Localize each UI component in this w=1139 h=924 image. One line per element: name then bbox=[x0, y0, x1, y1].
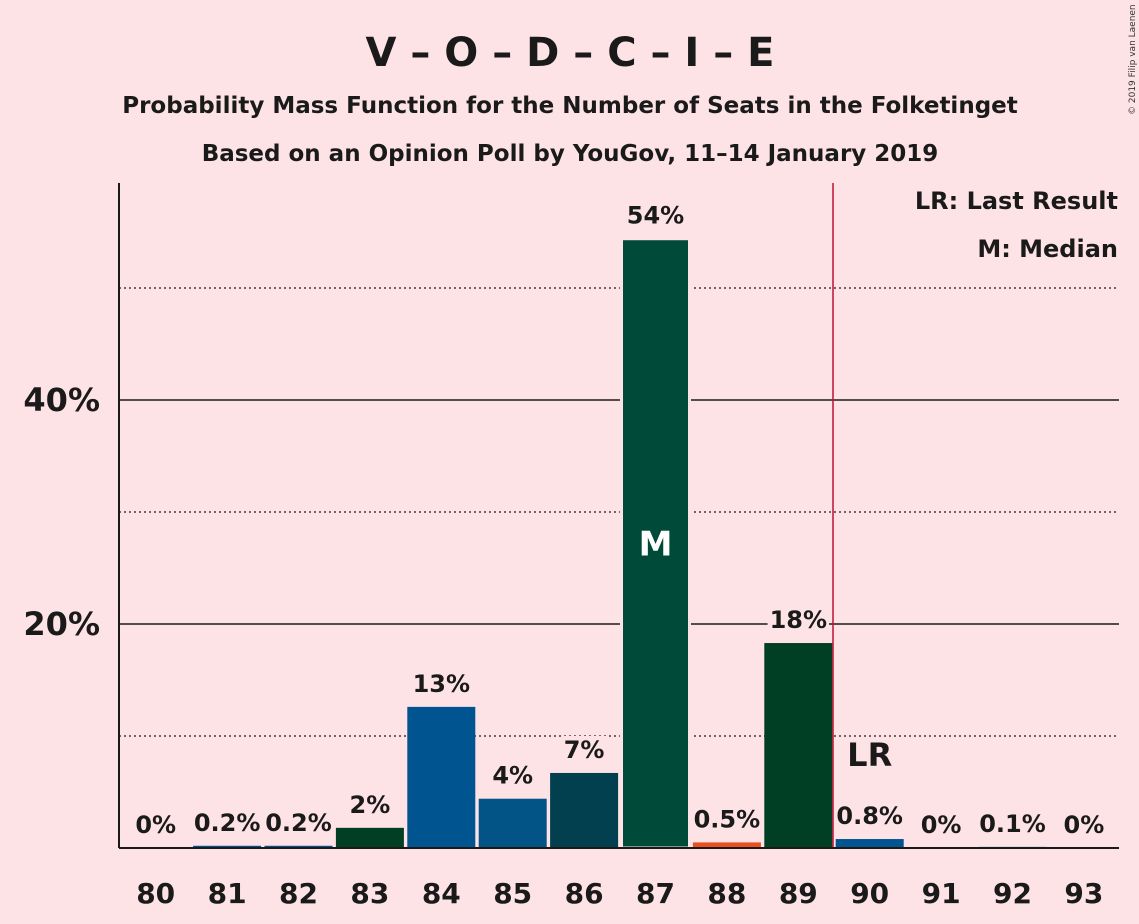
bar bbox=[620, 237, 691, 850]
value-label-bg bbox=[624, 201, 687, 230]
x-tick-label: 87 bbox=[636, 877, 675, 910]
chart-title: V – O – D – C – I – E bbox=[366, 30, 775, 76]
y-tick-label: 40% bbox=[23, 381, 100, 419]
bar bbox=[692, 842, 761, 848]
bar bbox=[478, 798, 547, 848]
value-label-bg bbox=[347, 790, 393, 819]
value-label: 18% bbox=[770, 606, 827, 634]
x-tick-label: 89 bbox=[779, 877, 818, 910]
bars bbox=[193, 237, 1047, 850]
median-marker: M bbox=[639, 524, 673, 564]
value-label: 0.2% bbox=[194, 809, 261, 837]
value-label: 0% bbox=[135, 811, 176, 839]
value-label: 2% bbox=[350, 791, 391, 819]
legend-last-result: LR: Last Result bbox=[915, 187, 1118, 215]
value-label: 0.8% bbox=[836, 802, 903, 830]
bar bbox=[335, 827, 404, 848]
x-tick-label: 88 bbox=[707, 877, 746, 910]
bar bbox=[193, 845, 262, 848]
value-label: 0% bbox=[921, 811, 962, 839]
value-label-bg bbox=[490, 761, 536, 790]
x-tick-label: 85 bbox=[493, 877, 532, 910]
value-label: 0.2% bbox=[265, 809, 332, 837]
bar bbox=[407, 706, 476, 848]
copyright-note: © 2019 Filip van Laenen bbox=[1128, 4, 1138, 115]
x-tick-label: 80 bbox=[136, 877, 175, 910]
y-tick-label: 20% bbox=[23, 605, 100, 643]
x-tick-label: 91 bbox=[922, 877, 961, 910]
value-label: 13% bbox=[413, 670, 470, 698]
last-result-marker: LR bbox=[847, 736, 892, 774]
y-tick-labels: 20% 40% bbox=[23, 381, 100, 643]
value-label: 0.1% bbox=[979, 810, 1046, 838]
x-tick-label: 83 bbox=[350, 877, 389, 910]
value-label: 0.5% bbox=[694, 805, 761, 833]
value-label: 54% bbox=[627, 202, 684, 230]
bar bbox=[764, 643, 833, 848]
value-label-bg bbox=[410, 669, 473, 698]
gridlines bbox=[119, 287, 1119, 737]
x-tick-label: 86 bbox=[565, 877, 604, 910]
bar bbox=[835, 839, 904, 848]
x-tick-label: 93 bbox=[1064, 877, 1103, 910]
x-tick-label: 90 bbox=[850, 877, 889, 910]
chart-subtitle-2: Based on an Opinion Poll by YouGov, 11–1… bbox=[202, 141, 939, 167]
chart-subtitle-1: Probability Mass Function for the Number… bbox=[122, 93, 1018, 119]
x-tick-label: 82 bbox=[279, 877, 318, 910]
legend-median: M: Median bbox=[977, 235, 1118, 263]
x-tick-label: 84 bbox=[422, 877, 461, 910]
value-label: 7% bbox=[564, 736, 605, 764]
x-tick-label: 92 bbox=[993, 877, 1032, 910]
value-label: 0% bbox=[1064, 811, 1105, 839]
x-tick-label: 81 bbox=[208, 877, 247, 910]
value-labels: 0% 0.2% 0.2% 2% 13% 4% 7% 54% 0.5% 18% 0.8% 0% 0.1% 0… bbox=[135, 201, 1105, 839]
value-label-bg bbox=[767, 606, 830, 635]
value-label-bg bbox=[561, 735, 607, 764]
bar bbox=[264, 845, 333, 848]
value-label: 4% bbox=[492, 762, 533, 790]
bar bbox=[550, 772, 619, 848]
x-tick-labels: 80 81 82 83 84 85 86 87 88 89 90 91 92 93 bbox=[136, 877, 1103, 910]
